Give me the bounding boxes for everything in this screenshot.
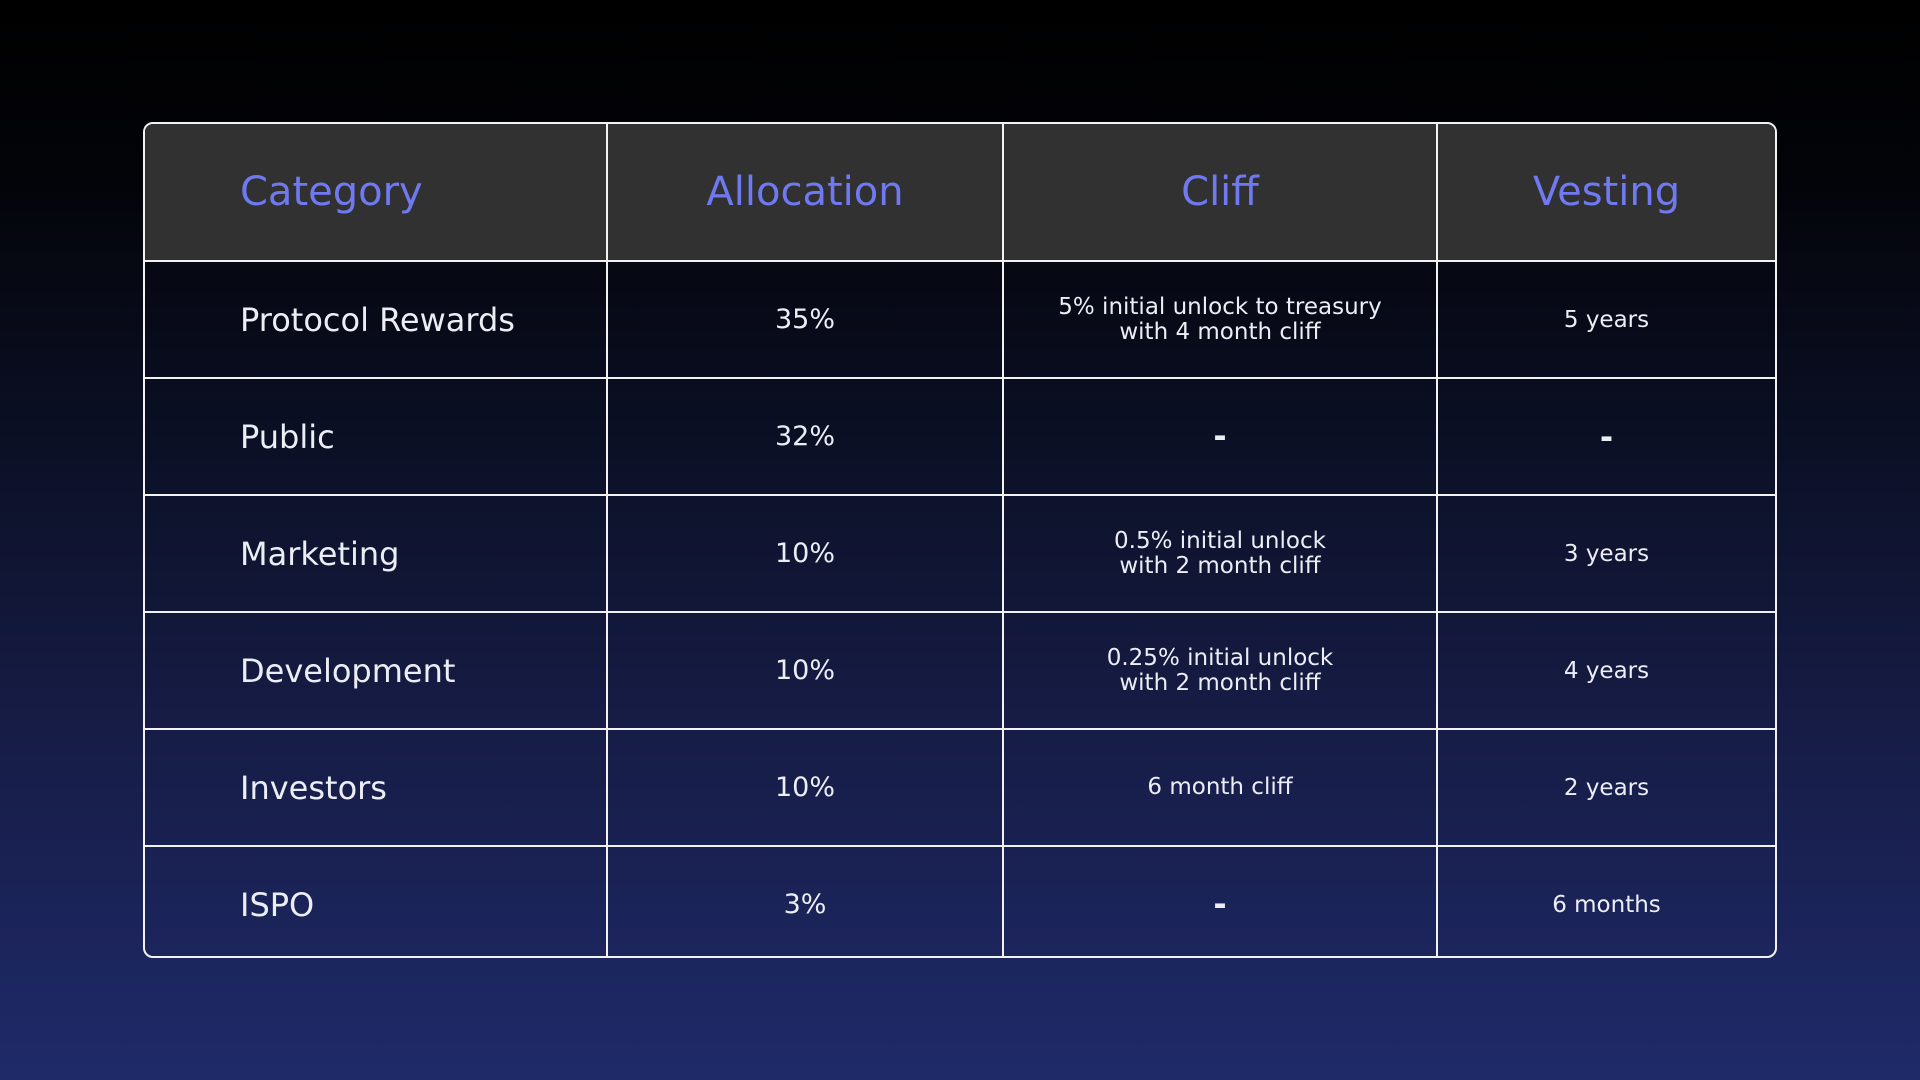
- header-category: Category: [145, 124, 608, 262]
- table-row: Protocol Rewards 35% 5% initial unlock t…: [145, 260, 1775, 379]
- cell-cliff: -: [1002, 377, 1438, 496]
- cell-category: Marketing: [145, 494, 608, 613]
- cell-cliff: 6 month cliff: [1002, 728, 1438, 847]
- cell-cliff: 0.25% initial unlock with 2 month cliff: [1002, 611, 1438, 730]
- cell-cliff: 0.5% initial unlock with 2 month cliff: [1002, 494, 1438, 613]
- cell-allocation: 32%: [606, 377, 1004, 496]
- cell-cliff: -: [1002, 845, 1438, 956]
- cell-allocation: 10%: [606, 494, 1004, 613]
- table-row: Marketing 10% 0.5% initial unlock with 2…: [145, 494, 1775, 613]
- cell-category: Protocol Rewards: [145, 260, 608, 379]
- cell-allocation: 3%: [606, 845, 1004, 956]
- cell-vesting: 3 years: [1436, 494, 1775, 613]
- cell-vesting: -: [1436, 377, 1775, 496]
- cell-category: ISPO: [145, 845, 608, 956]
- header-vesting: Vesting: [1436, 124, 1775, 262]
- allocation-table: Category Allocation Cliff Vesting Protoc…: [145, 124, 1775, 956]
- cell-vesting: 2 years: [1436, 728, 1775, 847]
- table-row: Development 10% 0.25% initial unlock wit…: [145, 611, 1775, 730]
- cell-allocation: 35%: [606, 260, 1004, 379]
- table-row: Investors 10% 6 month cliff 2 years: [145, 728, 1775, 847]
- cell-allocation: 10%: [606, 728, 1004, 847]
- cell-category: Development: [145, 611, 608, 730]
- table-row: Public 32% - -: [145, 377, 1775, 496]
- cell-cliff: 5% initial unlock to treasury with 4 mon…: [1002, 260, 1438, 379]
- cell-category: Public: [145, 377, 608, 496]
- cell-vesting: 4 years: [1436, 611, 1775, 730]
- token-allocation-table: Category Allocation Cliff Vesting Protoc…: [143, 122, 1777, 958]
- header-allocation: Allocation: [606, 124, 1004, 262]
- header-cliff: Cliff: [1002, 124, 1438, 262]
- table-row: ISPO 3% - 6 months: [145, 845, 1775, 956]
- cell-allocation: 10%: [606, 611, 1004, 730]
- cell-category: Investors: [145, 728, 608, 847]
- table-header-row: Category Allocation Cliff Vesting: [145, 124, 1775, 262]
- cell-vesting: 6 months: [1436, 845, 1775, 956]
- cell-vesting: 5 years: [1436, 260, 1775, 379]
